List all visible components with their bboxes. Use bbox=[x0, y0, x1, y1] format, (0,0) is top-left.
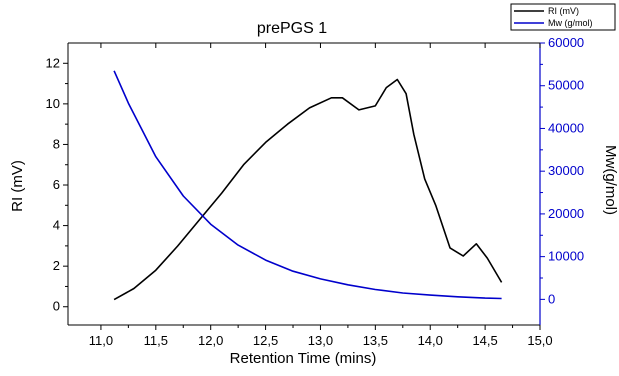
right-y-axis-ticks: 0 10000 20000 30000 40000 50000 60000 bbox=[540, 35, 584, 306]
left-y-axis-ticks: 0 2 4 6 8 10 12 bbox=[46, 55, 68, 314]
x-tick-label: 11,5 bbox=[144, 333, 168, 348]
left-y-tick-label: 4 bbox=[53, 218, 60, 233]
chart-title: prePGS 1 bbox=[257, 20, 327, 37]
legend-box bbox=[510, 3, 616, 31]
x-tick-label: 12,5 bbox=[253, 333, 278, 348]
right-y-tick-label: 30000 bbox=[548, 163, 584, 178]
left-y-tick-label: 10 bbox=[46, 96, 60, 111]
axes bbox=[67, 42, 541, 326]
right-y-tick-label: 60000 bbox=[548, 35, 584, 50]
x-tick-label: 14,0 bbox=[418, 333, 443, 348]
x-tick-label: 15,0 bbox=[527, 333, 552, 348]
right-y-tick-label: 50000 bbox=[548, 78, 584, 93]
left-y-axis-title: RI (mV) bbox=[9, 160, 26, 212]
x-tick-label: 12,0 bbox=[198, 333, 223, 348]
right-y-axis-title: Mw(g/mol) bbox=[602, 145, 619, 215]
x-tick-label: 13,0 bbox=[308, 333, 333, 348]
series-mw-line bbox=[113, 70, 502, 300]
left-y-tick-label: 0 bbox=[53, 299, 60, 314]
legend-label-mw: Mw (g/mol) bbox=[548, 18, 593, 28]
legend-label-ri: RI (mV) bbox=[548, 6, 579, 16]
left-y-tick-label: 2 bbox=[53, 258, 60, 273]
legend: RI (mV) Mw (g/mol) bbox=[510, 3, 616, 31]
x-axis-title: Retention Time (mins) bbox=[230, 350, 377, 367]
x-axis-ticks: 11,0 11,5 12,0 12,5 13,0 13,5 14,0 14,5 15,0 bbox=[89, 43, 553, 348]
right-y-tick-label: 0 bbox=[548, 291, 555, 306]
left-y-tick-label: 8 bbox=[53, 136, 60, 151]
series-ri-line bbox=[113, 78, 503, 301]
right-y-tick-label: 20000 bbox=[548, 206, 584, 221]
left-y-tick-label: 6 bbox=[53, 177, 60, 192]
x-tick-label: 11,0 bbox=[89, 333, 113, 348]
x-tick-label: 13,5 bbox=[363, 333, 388, 348]
left-y-tick-label: 12 bbox=[46, 55, 60, 70]
series-lines bbox=[113, 70, 503, 301]
right-y-tick-label: 40000 bbox=[548, 120, 584, 135]
right-y-tick-label: 10000 bbox=[548, 249, 584, 264]
x-tick-label: 14,5 bbox=[472, 333, 497, 348]
